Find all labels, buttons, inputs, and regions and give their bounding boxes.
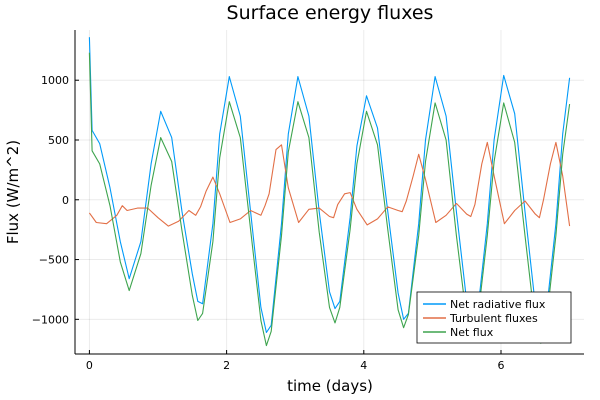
legend-label-turbulent: Turbulent fluxes [449,312,538,325]
y-tick-label: −1000 [32,313,69,326]
chart-title: Surface energy fluxes [227,2,434,24]
y-tick-label: 0 [62,194,69,207]
y-axis-title: Flux (W/m^2) [4,140,22,244]
axes [74,30,584,355]
series-turbulent-fluxes [88,141,571,227]
tick-labels: 0 2 4 6 −1000 −500 0 500 1000 [32,74,505,372]
legend-label-net-flux: Net flux [450,326,494,339]
series-layer [88,37,571,347]
series-net-radiative-flux [88,37,571,334]
x-axis-title: time (days) [287,377,373,395]
y-tick-label: 1000 [41,74,69,87]
series-net-flux [88,52,571,347]
legend-label-net-radiative: Net radiative flux [450,298,546,311]
y-tick-label: −500 [39,254,69,267]
x-tick-label: 2 [223,359,230,372]
legend: Net radiative flux Turbulent fluxes Net … [416,291,572,344]
y-tick-label: 500 [48,134,69,147]
x-tick-label: 0 [86,359,93,372]
x-tick-label: 4 [360,359,367,372]
x-tick-label: 6 [497,359,504,372]
